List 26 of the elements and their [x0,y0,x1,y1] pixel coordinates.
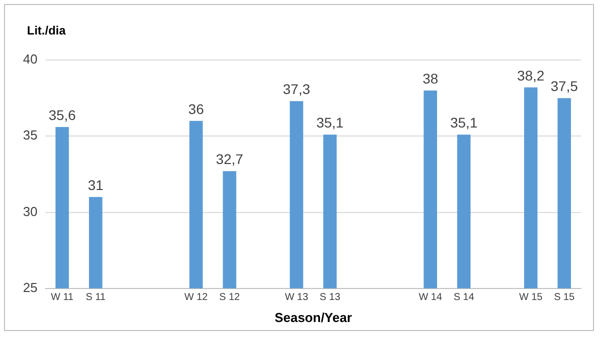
data-label: 31 [88,176,104,193]
data-label: 36 [188,100,204,117]
x-tick-label: W 15 [519,292,543,304]
x-tick-label: S 12 [219,292,240,304]
x-tick-label: S 11 [86,292,106,304]
y-tick-label: 35 [22,128,38,143]
data-label: 35,1 [316,114,344,130]
x-tick-label: S 15 [554,292,575,304]
x-tick-label: S 13 [320,292,341,304]
x-tick-label: W 13 [284,292,309,304]
y-tick-label: 25 [22,280,38,295]
data-label: 37,5 [550,78,578,94]
y-tick-label: 30 [22,204,38,219]
x-tick-label: W 12 [184,292,208,304]
x-axis-title: Season/Year [274,310,352,325]
x-tick-label: W 11 [50,292,74,304]
data-label: 38 [422,70,438,86]
data-label: 35,1 [450,114,478,130]
x-tick-label: W 14 [418,292,442,304]
y-axis-title: Lit./dia [27,23,66,38]
data-label: 38,2 [517,67,545,84]
data-label: 37,3 [282,80,310,97]
data-label: 35,6 [48,106,76,123]
y-tick-label: 40 [22,52,38,67]
x-tick-label: S 14 [454,292,475,304]
data-label: 32,7 [216,151,244,168]
